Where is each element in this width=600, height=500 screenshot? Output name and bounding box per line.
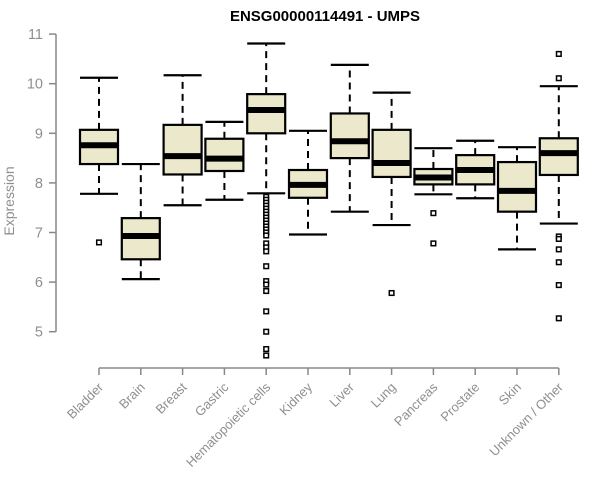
y-axis: 5 6 7 8 9 10 11 [27,27,57,341]
outlier-point [263,308,270,315]
y-tick-label: 5 [35,325,43,341]
box-kidney [287,129,329,236]
iqr-box [371,128,412,179]
y-tick-label: 6 [35,275,43,291]
box-lung [371,91,412,297]
x-tick-label-brain: Brain [116,380,148,412]
outlier-point [263,281,270,288]
iqr-box [246,93,287,135]
chart-title: ENSG00000114491 - UMPS [230,8,420,25]
x-tick-label-breast: Breast [153,379,190,416]
iqr-box [329,112,370,160]
outlier-point [388,289,395,297]
x-tick-label-unknown-other: Unknown / Other [486,379,566,459]
box-liver [329,63,370,213]
outlier-point [263,287,270,295]
y-tick-label: 10 [27,77,43,93]
box-bladder [78,76,120,246]
box-prostate [455,139,496,200]
outlier-point [555,282,562,289]
x-tick-label-liver: Liver [326,379,357,410]
y-tick-label: 8 [35,176,43,192]
box-unknown-other [538,50,579,322]
outlier-point [555,315,562,322]
outlier-point [555,50,562,57]
outlier-point [263,346,270,353]
outlier-point [555,75,562,82]
x-tick-label-bladder: Bladder [64,379,107,422]
x-tick-label-pancreas: Pancreas [391,379,441,429]
x-tick-label-prostate: Prostate [437,380,482,425]
x-tick-label-kidney: Kidney [276,379,315,418]
outlier-point [555,235,562,242]
x-tick-label-lung: Lung [368,380,399,411]
iqr-box [204,137,245,173]
outlier-point [95,239,103,246]
y-tick-label: 7 [35,226,43,242]
box-skin [496,146,538,251]
outlier-point [263,248,270,255]
outlier-point [263,328,270,335]
iqr-box [538,137,579,177]
box-brain [120,162,161,281]
outlier-point [555,246,562,253]
outlier-point [430,210,437,217]
outlier-point [263,263,270,270]
outlier-point [263,352,270,359]
x-tick-label-gastric: Gastric [192,379,232,419]
boxes-layer [78,42,579,359]
y-tick-label: 11 [28,27,43,43]
x-tick-label-skin: Skin [496,380,524,408]
iqr-box [496,160,538,213]
box-breast [162,74,203,207]
box-gastric [204,120,245,201]
iqr-box [162,123,203,176]
outlier-point [555,259,562,266]
outlier-point [263,232,270,239]
y-tick-label: 9 [35,126,43,142]
outlier-point [430,240,437,247]
box-pancreas [413,147,454,247]
y-axis-title: Expression [1,166,17,235]
box-hematopoietic-cells [246,42,287,359]
